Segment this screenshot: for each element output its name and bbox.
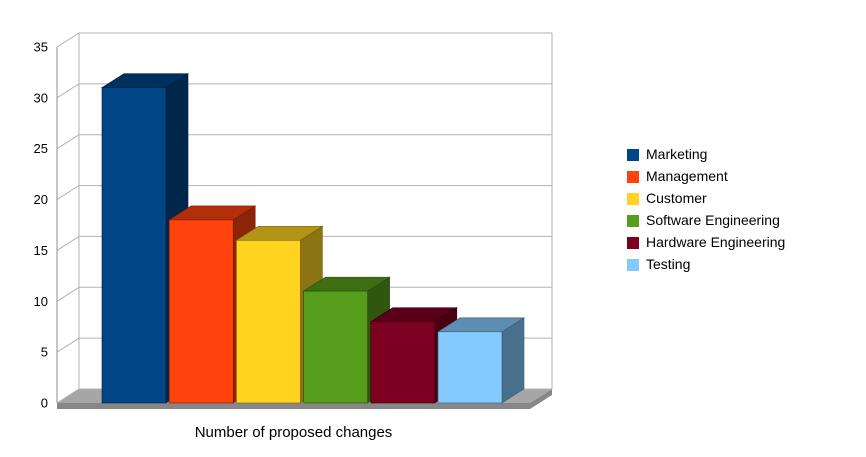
legend-label: Customer — [646, 190, 707, 206]
legend-item-hardware-engineering: Hardware Engineering — [627, 235, 785, 250]
bar-front-face — [168, 219, 234, 404]
bar-front-face — [437, 331, 503, 404]
legend-swatch-customer — [627, 192, 639, 205]
bar-testing — [436, 317, 526, 404]
chart-legend: Marketing Management Customer Software Engi… — [627, 147, 785, 279]
legend-item-testing: Testing — [627, 257, 785, 272]
y-tick-label-35: 35 — [34, 40, 48, 55]
legend-swatch-hardware-engineering — [627, 236, 639, 249]
legend-item-management: Management — [627, 169, 785, 184]
legend-label: Management — [646, 168, 728, 184]
bar-front-face — [236, 239, 301, 404]
gridline-35 — [56, 32, 552, 48]
y-tick-label-25: 25 — [34, 141, 48, 156]
y-tick-label-10: 10 — [34, 294, 48, 309]
y-tick-label-20: 20 — [34, 192, 48, 207]
bar-front-face — [101, 87, 167, 404]
legend-swatch-management — [627, 170, 639, 183]
legend-swatch-software-engineering — [627, 214, 639, 227]
legend-swatch-testing — [627, 258, 639, 271]
legend-label: Marketing — [646, 146, 708, 162]
floor-right-edge — [530, 389, 552, 409]
legend-swatch-marketing — [627, 148, 639, 161]
y-tick-label-5: 5 — [41, 345, 48, 360]
legend-label: Software Engineering — [646, 212, 780, 228]
x-axis-title: Number of proposed changes — [194, 424, 393, 441]
legend-label: Testing — [646, 256, 691, 272]
y-tick-label-30: 30 — [34, 90, 48, 105]
legend-item-customer: Customer — [627, 191, 785, 206]
bar-front-face — [370, 321, 436, 404]
y-tick-label-15: 15 — [34, 243, 48, 258]
legend-item-marketing: Marketing — [627, 147, 785, 162]
bar-front-face — [303, 290, 368, 404]
legend-item-software-engineering: Software Engineering — [627, 213, 785, 228]
legend-label: Hardware Engineering — [646, 234, 786, 250]
y-tick-label-0: 0 — [41, 396, 48, 411]
floor-front-edge — [57, 403, 530, 409]
bar-side-face — [501, 317, 525, 404]
